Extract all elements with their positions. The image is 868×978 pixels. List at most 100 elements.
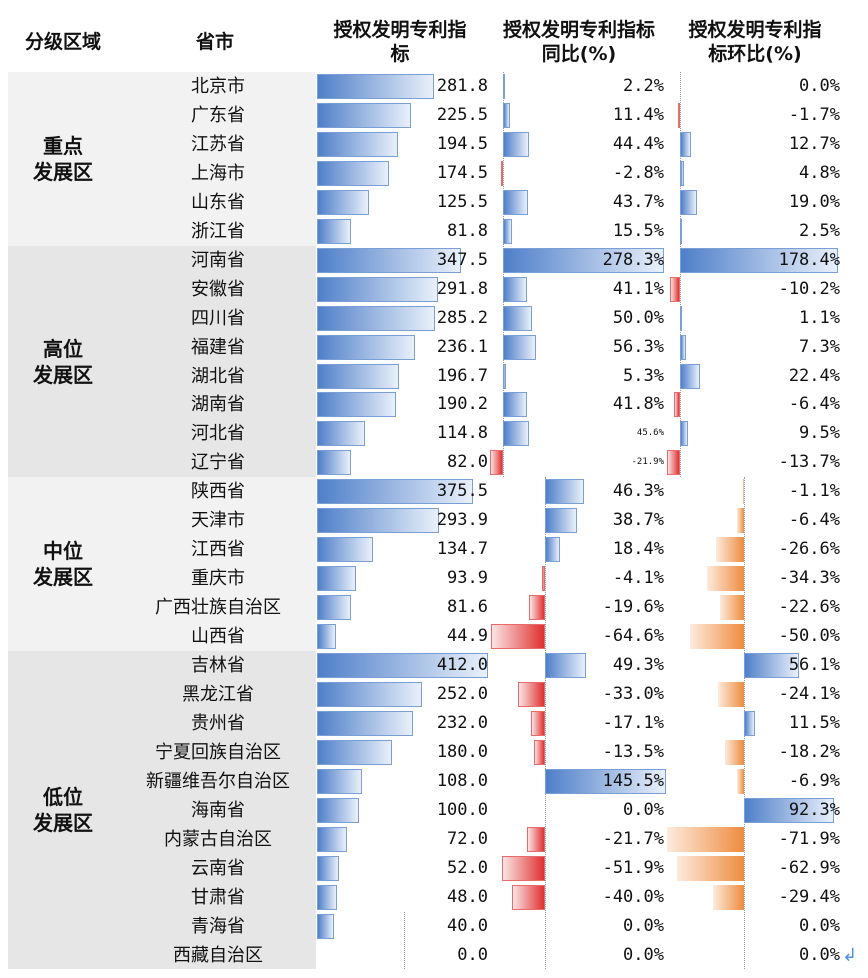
index-bar [317,566,356,592]
mom-value: 1.1% [799,307,840,328]
mom-bar [678,102,681,128]
index-bar [317,392,396,418]
mom-bar [680,218,683,244]
yoy-value: -64.6% [602,626,664,647]
group-background [8,651,316,970]
province-name: 河南省 [191,249,245,271]
index-bar [317,681,422,707]
index-bar [317,74,434,99]
province-name: 新疆维吾尔自治区 [146,770,290,792]
yoy-bar [503,247,664,273]
index-value: 100.0 [436,799,488,820]
index-bar [317,131,398,157]
mom-value: 7.3% [799,336,840,357]
yoy-bar [545,537,561,563]
mom-axis-top [680,72,681,478]
return-mark: ↲ [842,945,858,966]
index-value: 232.0 [436,712,488,733]
yoy-value: 49.3% [612,655,664,675]
mom-bar [690,624,744,650]
yoy-bar [503,189,529,215]
index-bar [317,624,336,650]
province-name: 宁夏回族自治区 [155,741,281,763]
yoy-value: 5.3% [623,365,664,386]
mom-bar [667,826,744,852]
mom-value: -62.9% [778,857,840,878]
yoy-value: 43.7% [612,191,664,212]
yoy-value: -21.7% [602,828,664,849]
yoy-value: -51.9% [602,857,664,878]
index-value: 108.0 [436,770,488,791]
yoy-value: -2.8% [612,162,664,183]
index-value: 194.5 [436,133,488,154]
province-name: 上海市 [191,162,245,184]
yoy-value: 0.0% [623,799,664,820]
yoy-value: 38.7% [612,510,664,531]
group-label: 中位 发展区 [33,539,93,590]
yoy-bar [503,421,530,447]
mom-bar [744,653,799,678]
index-bar [317,189,370,215]
province-name: 四川省 [191,307,245,329]
yoy-value: 46.3% [612,481,664,502]
province-name: 广东省 [191,104,245,126]
index-bar [317,247,462,273]
yoy-value: -40.0% [602,886,664,907]
index-bar [317,305,436,331]
index-bar [317,710,414,736]
yoy-bar [503,305,532,331]
index-bar [317,537,373,563]
province-name: 海南省 [191,799,245,821]
yoy-bar [511,884,545,910]
index-value: 412.0 [436,655,488,675]
province-name: 重庆市 [191,568,245,590]
group-label: 重点 发展区 [33,133,93,184]
mom-value: 9.5% [799,423,840,444]
province-name: 广西壮族自治区 [155,597,281,619]
mom-value: -6.9% [788,770,840,791]
mom-value: 0.0% [799,944,840,965]
mom-bar [719,595,744,621]
index-value: 225.5 [436,104,488,125]
province-name: 河北省 [191,423,245,445]
province-name: 湖南省 [191,394,245,416]
index-value: 52.0 [447,857,488,878]
index-bar [317,653,488,678]
index-bar [317,595,351,621]
mom-value: -13.7% [778,452,840,473]
yoy-value: 50.0% [612,307,664,328]
yoy-bar [541,566,545,592]
index-value: 0.0 [457,944,488,965]
mom-value: -71.9% [778,828,840,849]
province-name: 陕西省 [191,481,245,503]
province-name: 江西省 [191,539,245,561]
mom-bar [742,479,744,505]
index-value: 347.5 [436,249,488,270]
index-value: 40.0 [447,915,488,936]
yoy-bar [503,131,529,157]
yoy-bar [503,102,510,128]
province-name: 浙江省 [191,220,245,242]
yoy-axis-bottom [545,477,546,970]
mom-value: 178.4% [778,249,840,270]
index-value: 48.0 [447,886,488,907]
mom-bar [666,450,680,476]
yoy-bar [545,479,584,505]
yoy-value: -19.6% [602,597,664,618]
yoy-bar [503,74,505,99]
mom-bar [680,247,838,273]
index-value: 174.5 [436,162,488,183]
index-bar [317,102,411,128]
yoy-value: 56.3% [612,336,664,357]
yoy-bar [503,392,528,418]
province-name: 贵州省 [191,712,245,734]
yoy-value: 44.4% [612,133,664,154]
group-background [8,477,316,651]
mom-bar [744,797,834,823]
mom-value: -24.1% [778,683,840,704]
group-label: 高位 发展区 [33,336,93,387]
mom-value: -1.7% [788,104,840,125]
mom-value: -26.6% [778,539,840,560]
province-name: 湖北省 [191,365,245,387]
mom-bar [680,305,682,331]
